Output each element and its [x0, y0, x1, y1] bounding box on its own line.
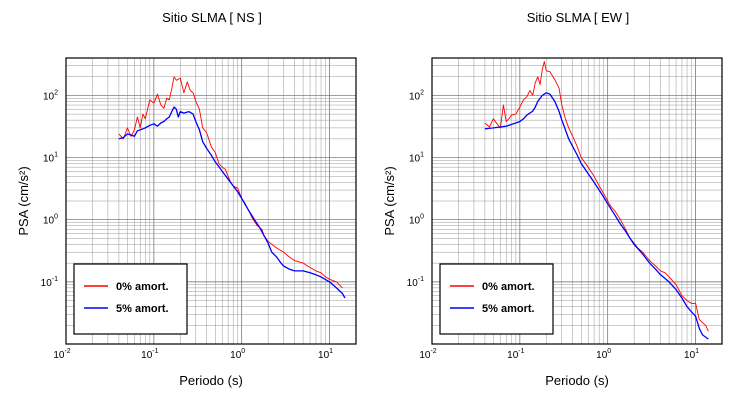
y-tick-label: 101 [43, 152, 58, 165]
x-tick-label-base: 10 [507, 350, 519, 361]
x-tick-label: 10-1 [141, 348, 158, 361]
y-tick-label-exponent: -1 [418, 276, 424, 283]
legend-label-amort-0: 0% amort. [116, 281, 169, 293]
y-tick-label: 100 [409, 214, 424, 227]
x-tick-label-exponent: 1 [329, 348, 333, 355]
series-line-amort-5 [484, 92, 709, 340]
x-tick-label-base: 10 [419, 350, 431, 361]
chart-title: Sitio SLMA [ NS ] [162, 10, 262, 25]
x-axis-label: Periodo (s) [545, 373, 609, 388]
x-axis-label: Periodo (s) [179, 373, 243, 388]
y-tick-label-exponent: 2 [420, 89, 424, 96]
y-tick-label-base: 10 [409, 216, 421, 227]
y-tick-label-exponent: 2 [54, 89, 58, 96]
x-tick-label-base: 10 [596, 350, 608, 361]
x-tick-label-exponent: -1 [518, 348, 524, 355]
y-tick-label: 102 [409, 89, 424, 102]
x-tick-label: 101 [318, 348, 333, 361]
series-line-amort-0 [484, 61, 709, 332]
y-tick-label-base: 10 [43, 216, 55, 227]
y-tick-label-base: 10 [43, 154, 55, 165]
y-tick-label: 100 [43, 214, 58, 227]
x-tick-label-base: 10 [141, 350, 153, 361]
y-tick-label: 101 [409, 152, 424, 165]
y-tick-label-exponent: 0 [420, 214, 424, 221]
y-tick-label: 10-1 [407, 276, 424, 289]
legend-box [73, 263, 188, 335]
x-tick-label-exponent: 0 [241, 348, 245, 355]
legend-label-amort-5: 5% amort. [482, 303, 535, 315]
x-tick-label: 101 [684, 348, 699, 361]
y-axis-label: PSA (cm/s²) [382, 166, 397, 235]
y-tick-label-exponent: 0 [54, 214, 58, 221]
plot-frame [65, 57, 357, 345]
y-axis-label: PSA (cm/s²) [16, 166, 31, 235]
x-tick-label-base: 10 [318, 350, 330, 361]
x-tick-label-exponent: 0 [607, 348, 611, 355]
y-tick-label-base: 10 [409, 91, 421, 102]
x-tick-label-exponent: -2 [64, 348, 70, 355]
legend: 0% amort. 5% amort. [73, 263, 188, 335]
legend: 0% amort. 5% amort. [439, 263, 554, 335]
series-line-amort-0 [118, 76, 343, 289]
y-tick-label: 102 [43, 89, 58, 102]
x-tick-label: 100 [596, 348, 611, 361]
series-line-amort-5 [118, 106, 346, 299]
legend-label-amort-5: 5% amort. [116, 303, 169, 315]
x-tick-label-base: 10 [230, 350, 242, 361]
y-tick-label-base: 10 [43, 91, 55, 102]
x-tick-label-exponent: 1 [695, 348, 699, 355]
y-tick-label-exponent: -1 [52, 276, 58, 283]
x-tick-label: 100 [230, 348, 245, 361]
legend-label-amort-0: 0% amort. [482, 281, 535, 293]
y-tick-label-exponent: 1 [420, 152, 424, 159]
y-tick-label-base: 10 [407, 278, 419, 289]
grid [66, 58, 356, 344]
plot-frame [431, 57, 723, 345]
x-tick-label-exponent: -2 [430, 348, 436, 355]
y-tick-label: 10-1 [41, 276, 58, 289]
x-tick-label-base: 10 [53, 350, 65, 361]
y-tick-label-base: 10 [41, 278, 53, 289]
x-tick-label-exponent: -1 [152, 348, 158, 355]
legend-box [439, 263, 554, 335]
y-tick-label-base: 10 [409, 154, 421, 165]
x-tick-label-base: 10 [684, 350, 696, 361]
chart-title: Sitio SLMA [ EW ] [527, 10, 630, 25]
y-tick-label-exponent: 1 [54, 152, 58, 159]
x-tick-label: 10-1 [507, 348, 524, 361]
x-tick-label: 10-2 [419, 348, 436, 361]
x-tick-label: 10-2 [53, 348, 70, 361]
